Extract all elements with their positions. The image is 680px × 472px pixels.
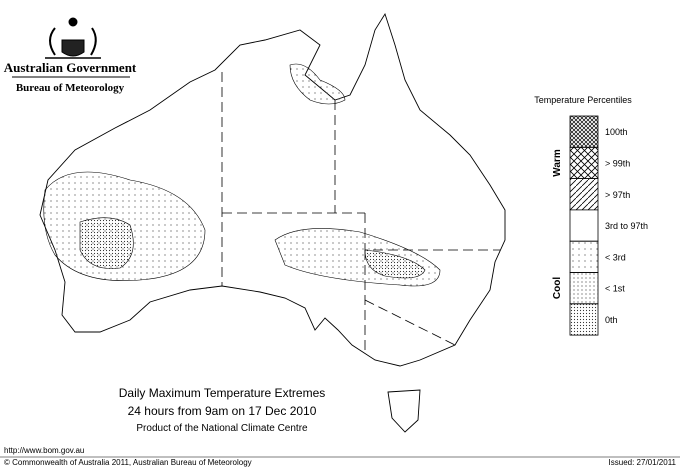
tasmania <box>387 389 421 433</box>
legend-cool: Cool <box>552 277 563 299</box>
caption-product: Product of the National Climate Centre <box>136 423 308 434</box>
legend-label: > 99th <box>605 158 630 168</box>
footer-url: http://www.bom.gov.au <box>4 446 84 455</box>
region-warm <box>289 63 346 105</box>
legend-swatch <box>569 303 599 336</box>
legend-swatch <box>569 146 599 180</box>
legend-swatch <box>569 115 599 148</box>
caption-period: 24 hours from 9am on 17 Dec 2010 <box>128 404 317 418</box>
caption-title: Daily Maximum Temperature Extremes <box>119 386 326 400</box>
bureau: Bureau of Meteorology <box>16 82 125 94</box>
legend-warm: Warm <box>552 149 563 177</box>
region-warm-high <box>364 249 426 279</box>
legend-swatch <box>569 178 599 211</box>
legend-title: Temperature Percentiles <box>534 95 632 105</box>
legend-swatch <box>569 209 599 242</box>
legend-label: < 3rd <box>605 252 626 262</box>
legend-label: < 1st <box>605 284 625 294</box>
legend: 100th > 99th > 97th 3rd to 97th < 3rd < 1st 0t… <box>569 115 648 336</box>
map <box>39 12 506 433</box>
footer-issued: Issued: 27/01/2011 <box>609 458 677 467</box>
footer-copyright: © Commonwealth of Australia 2011, Austra… <box>4 458 252 467</box>
legend-label: 3rd to 97th <box>605 221 648 231</box>
government: Australian Government <box>4 60 137 75</box>
crest <box>45 17 101 59</box>
legend-swatch <box>569 272 599 305</box>
legend-swatch <box>569 240 599 273</box>
legend-label: 0th <box>605 315 618 325</box>
legend-label: 100th <box>605 127 628 137</box>
legend-label: > 97th <box>605 190 630 200</box>
region-warm-high <box>79 217 134 269</box>
